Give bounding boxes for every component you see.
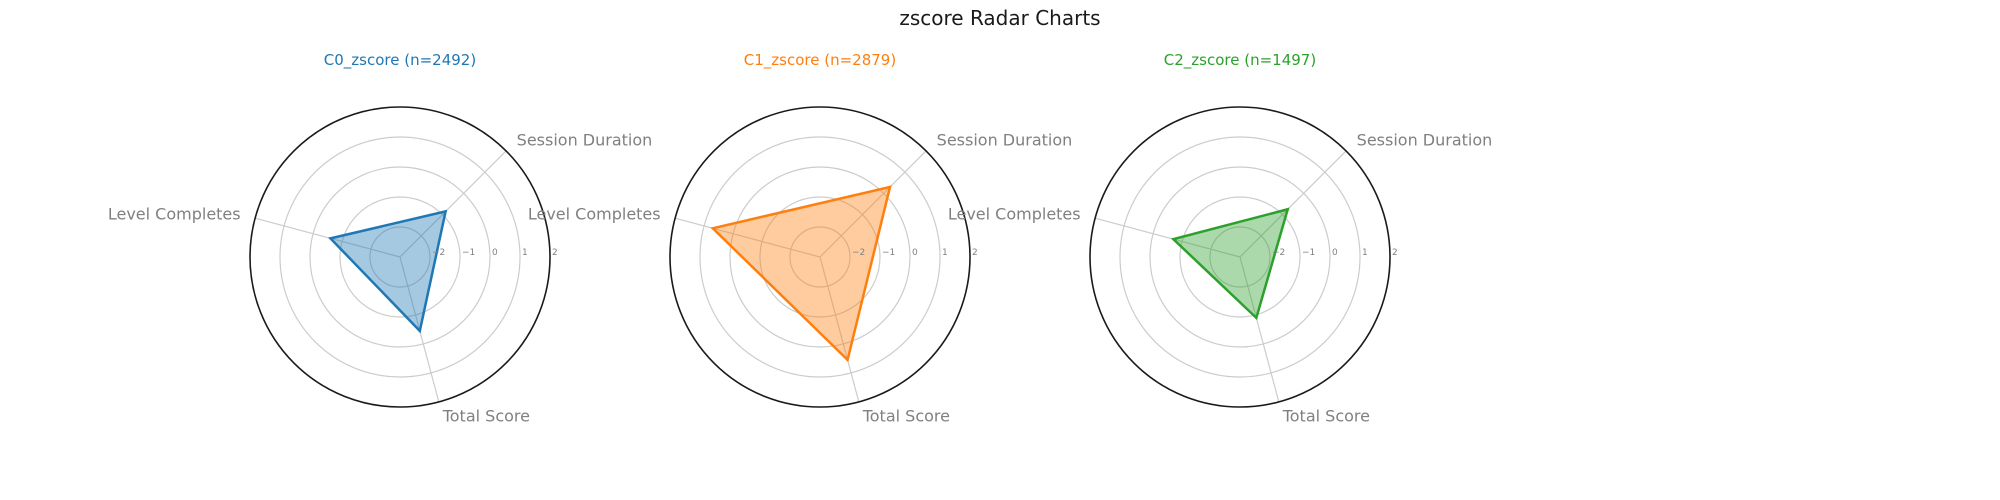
data-point (846, 358, 849, 362)
grid-circle (1119, 136, 1361, 378)
data-point (444, 210, 447, 213)
radial-tick-label: 1 (1362, 248, 1368, 258)
radial-tick-label: 2 (1392, 248, 1398, 258)
radar-chart-c1: C1_zscore (n=2879) −2 −1 0 1 2 Session Duratio… (528, 51, 1072, 425)
axis-spoke (819, 150, 927, 258)
axis-spoke (1239, 256, 1280, 403)
axis-spoke (674, 217, 821, 258)
grid-circle (1179, 196, 1301, 318)
axis-label: Total Score (1282, 406, 1370, 425)
axis-spoke (1094, 217, 1241, 258)
axis-label: Session Duration (1357, 130, 1493, 149)
axis-spoke (254, 217, 401, 258)
grid-circle (1149, 166, 1331, 348)
radial-tick-label: 0 (492, 248, 498, 258)
radial-tick-label: −2 (852, 248, 865, 258)
axis-label: Level Completes (528, 204, 661, 223)
radial-tick-label: 1 (522, 248, 528, 258)
data-point (1172, 237, 1175, 241)
radial-tick-label: 1 (942, 248, 948, 258)
grid-circle (279, 136, 521, 378)
grid-circle (309, 166, 491, 348)
axis-spoke (1239, 150, 1347, 258)
radial-tick-label: −1 (462, 248, 475, 258)
axis-label: Session Duration (937, 130, 1073, 149)
radial-tick-label: 2 (552, 248, 558, 258)
radial-tick-label: −1 (1302, 248, 1315, 258)
grid-circle (699, 136, 941, 378)
grid-circle (1209, 226, 1271, 288)
subplot-title: C1_zscore (n=2879) (744, 51, 896, 70)
outer-ring (669, 106, 971, 408)
data-point (418, 329, 421, 333)
axis-label: Level Completes (108, 204, 241, 223)
axis-spoke (399, 150, 507, 258)
grid-circle (759, 196, 881, 318)
figure-title: zscore Radar Charts (899, 6, 1100, 30)
radial-tick-label: 2 (972, 248, 978, 258)
grid-circle (789, 226, 851, 288)
axis-label: Session Duration (517, 130, 653, 149)
grid-circle (369, 226, 431, 288)
data-point (711, 227, 714, 230)
data-polygon (1170, 207, 1290, 321)
axis-label: Level Completes (948, 204, 1081, 223)
outer-ring (249, 106, 551, 408)
subplot-title: C2_zscore (n=1497) (1164, 51, 1316, 70)
axis-spoke (819, 256, 860, 403)
radar-chart-c0: C0_zscore (n=2492) −2 −1 0 1 2 Session Duratio… (108, 51, 652, 425)
data-point (1255, 316, 1258, 320)
subplot-title: C0_zscore (n=2492) (324, 51, 476, 70)
radial-tick-label: 0 (1332, 248, 1338, 258)
radial-tick-label: −1 (882, 248, 895, 258)
grid-circle (339, 196, 461, 318)
outer-ring (1089, 106, 1391, 408)
radial-tick-label: 0 (912, 248, 918, 258)
radial-tick-label: −2 (432, 248, 445, 258)
data-point (888, 185, 892, 189)
axis-label: Total Score (442, 406, 530, 425)
radar-chart-c2: C2_zscore (n=1497) −2 −1 0 1 2 Session Duratio… (948, 51, 1492, 425)
radial-tick-label: −2 (1272, 248, 1285, 258)
data-polygon (710, 185, 892, 363)
data-polygon (328, 209, 448, 334)
axis-label: Total Score (862, 406, 950, 425)
grid-circle (729, 166, 911, 348)
data-point (1286, 208, 1289, 211)
data-point (329, 237, 332, 240)
